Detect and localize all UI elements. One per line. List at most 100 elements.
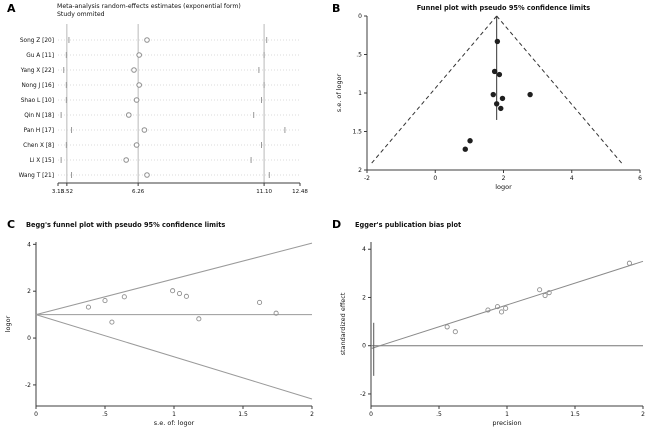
panel-a-subtitle: Study ommited (57, 11, 105, 18)
y-tick-label: -2 (25, 382, 31, 389)
study-label: Gu A [11] (26, 53, 54, 59)
data-point (462, 146, 468, 152)
y-axis-label: standardized effect (339, 292, 347, 355)
data-point (546, 290, 552, 296)
x-axis-label: s.e. of: logor (154, 419, 195, 427)
panel-funnel-plot: B Funnel plot with pseudo 95% confidence… (325, 0, 650, 216)
x-tick-label: .5 (102, 411, 108, 418)
beggs-funnel-plot: 4 2 0 -2 0 .5 1 1.5 2 s.e. of: logor logor (4, 241, 314, 427)
data-point (537, 287, 543, 293)
x-tick-label: 4 (570, 175, 574, 182)
y-tick-label: .5 (356, 52, 362, 59)
y-tick-label: 2 (358, 167, 362, 174)
x-tick-label: 1.5 (570, 411, 580, 418)
estimate-point (131, 67, 137, 73)
estimate-point (144, 37, 150, 43)
data-point (527, 91, 533, 98)
data-point (121, 294, 127, 300)
panel-a-letter: A (7, 2, 16, 15)
study-label: Chen X [8] (23, 143, 54, 149)
data-point (257, 299, 263, 305)
x-axis-label: logor (495, 183, 512, 191)
data-point (626, 260, 632, 266)
study-label: Nong J [16] (21, 83, 54, 89)
data-point (183, 293, 189, 299)
eggers-bias-plot: 4 2 0 -2 0 .5 1 1.5 2 precision standardized effec… (339, 242, 645, 427)
reference-line (35, 314, 313, 400)
data-point (452, 329, 458, 335)
y-tick-label: -2 (360, 391, 366, 398)
x-tick-label: 0 (369, 411, 373, 418)
reference-line (370, 260, 644, 350)
estimate-point (133, 142, 140, 148)
panel-c-letter: C (7, 218, 16, 231)
y-tick-label: 1.5 (352, 129, 362, 136)
x-tick-label: 11.10 (256, 189, 272, 195)
y-tick-label: 0 (358, 13, 362, 20)
estimate-point (123, 157, 129, 163)
data-point (491, 68, 498, 75)
x-tick-label: 1 (172, 411, 176, 418)
estimate-point (136, 82, 142, 88)
y-axis-label: logor (4, 315, 12, 332)
panel-sensitivity-analysis: A Meta-analysis random-effects estimates… (0, 0, 325, 216)
study-label: Shao L [10] (21, 98, 54, 104)
x-tick-label: 0 (34, 411, 38, 418)
x-tick-label: 12.48 (292, 189, 308, 195)
x-tick-label: 2 (502, 175, 506, 182)
y-tick-label: 0 (27, 335, 31, 342)
estimate-point (144, 172, 150, 178)
study-label: Song Z [20] (20, 38, 54, 44)
study-label: Pan H [17] (24, 128, 54, 134)
data-point (496, 71, 503, 78)
x-tick-label: .5 (436, 411, 442, 418)
x-tick-label: 3.18 (52, 189, 65, 195)
data-point (176, 290, 183, 297)
panel-b-letter: B (332, 2, 341, 15)
data-point (170, 288, 176, 294)
y-tick-label: 2 (27, 288, 31, 295)
study-label: Wang T [21] (19, 173, 54, 179)
study-label: Qin N [18] (24, 113, 54, 119)
panel-d-title: Egger's publication bias plot (355, 221, 462, 229)
data-point (85, 304, 91, 310)
study-label: Yang X [22] (20, 68, 54, 74)
x-tick-label: 2 (641, 411, 645, 418)
reference-line (496, 15, 624, 165)
data-point (542, 292, 548, 299)
study-label: Li X [15] (30, 158, 54, 164)
panel-c-title: Begg's funnel plot with pseudo 95% confi… (26, 221, 226, 229)
x-tick-label: 6.26 (132, 189, 145, 195)
data-point (273, 310, 279, 316)
y-tick-label: 4 (27, 241, 31, 248)
data-point (102, 298, 108, 304)
estimate-point (141, 127, 148, 133)
estimate-point (125, 112, 132, 118)
data-point (444, 324, 450, 330)
x-tick-label: 2 (310, 411, 314, 418)
x-tick-label: 0 (433, 175, 437, 182)
panel-eggers-bias-plot: D Egger's publication bias plot 4 2 0 -2 0 .5… (325, 216, 650, 432)
data-point (196, 316, 202, 322)
sensitivity-analysis-plot: Song Z [20] Gu A [11] Yang X [22] Nong J [1… (19, 24, 308, 195)
data-point (494, 304, 501, 310)
y-tick-label: 1 (358, 90, 362, 97)
panel-d-letter: D (332, 218, 342, 231)
data-point (467, 138, 473, 144)
data-point (503, 305, 509, 311)
x-tick-label: 1 (505, 411, 509, 418)
data-point (498, 105, 504, 112)
panel-beggs-funnel-plot: C Begg's funnel plot with pseudo 95% con… (0, 216, 325, 432)
data-point (499, 309, 505, 315)
x-tick-label: -2 (364, 175, 370, 182)
y-tick-label: 0 (362, 343, 366, 350)
y-tick-label: 4 (362, 246, 366, 253)
estimate-point (136, 52, 142, 58)
panel-a-title: Meta-analysis random-effects estimates (… (57, 3, 241, 10)
estimate-point (133, 97, 140, 103)
data-point (490, 91, 496, 98)
reference-line (370, 15, 498, 165)
data-point (499, 95, 506, 102)
